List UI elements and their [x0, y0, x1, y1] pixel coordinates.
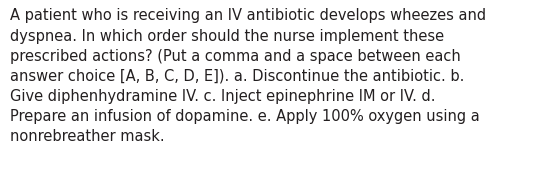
Text: A patient who is receiving an IV antibiotic develops wheezes and
dyspnea. In whi: A patient who is receiving an IV antibio… — [10, 8, 486, 144]
